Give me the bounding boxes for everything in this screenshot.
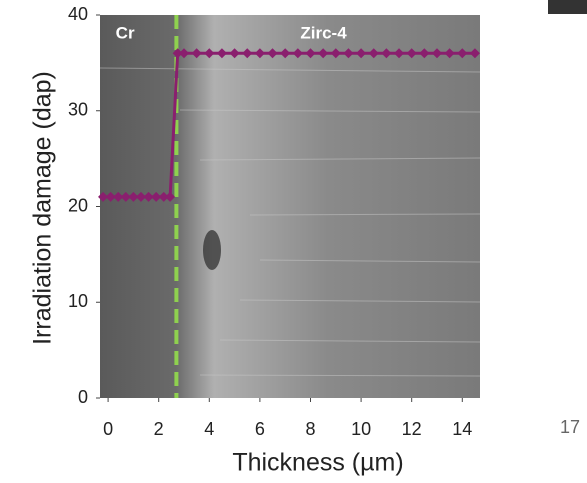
marker (172, 48, 183, 59)
marker (98, 191, 109, 202)
marker (419, 48, 430, 59)
y-tick-label: 40 (68, 4, 88, 24)
marker (105, 191, 116, 202)
y-axis-title: Irradiation damage (dap) (29, 71, 57, 345)
marker (151, 191, 162, 202)
micrograph (99, 15, 481, 398)
marker (165, 191, 176, 202)
marker (229, 48, 240, 59)
x-tick-label: 14 (452, 419, 472, 439)
marker (254, 48, 265, 59)
marker (457, 48, 468, 59)
marker (135, 191, 146, 202)
marker (292, 48, 303, 59)
marker (394, 48, 405, 59)
marker (267, 48, 278, 59)
marker (368, 48, 379, 59)
x-tick-label: 6 (255, 419, 265, 439)
marker (406, 48, 417, 59)
marker (113, 191, 124, 202)
marker (381, 48, 392, 59)
x-tick-label: 4 (204, 419, 214, 439)
x-axis-title: Thickness (µm) (232, 449, 403, 477)
marker (191, 48, 202, 59)
marker (158, 191, 169, 202)
cropped-glyph (548, 0, 587, 14)
marker (343, 48, 354, 59)
marker (469, 48, 480, 59)
marker (216, 48, 227, 59)
marker (242, 48, 253, 59)
marker (318, 48, 329, 59)
y-tick-label: 0 (78, 387, 88, 407)
marker (204, 48, 215, 59)
marker (178, 48, 189, 59)
x-tick-label: 2 (154, 419, 164, 439)
marker (431, 48, 442, 59)
marker (120, 191, 131, 202)
annotation: Cr (116, 24, 135, 43)
marker (305, 48, 316, 59)
y-tick-label: 20 (68, 195, 88, 215)
marker (330, 48, 341, 59)
x-tick-label: 10 (351, 419, 371, 439)
x-tick-label: 8 (305, 419, 315, 439)
x-tick-label: 0 (103, 419, 113, 439)
y-tick-label: 30 (68, 100, 88, 120)
marker (444, 48, 455, 59)
marker (143, 191, 154, 202)
x-tick-label: 12 (402, 419, 422, 439)
marker (356, 48, 367, 59)
y-tick-label: 10 (68, 291, 88, 311)
annotation: Zirc-4 (300, 24, 347, 43)
page-number: 17 (560, 417, 580, 437)
marker (128, 191, 139, 202)
marker (280, 48, 291, 59)
